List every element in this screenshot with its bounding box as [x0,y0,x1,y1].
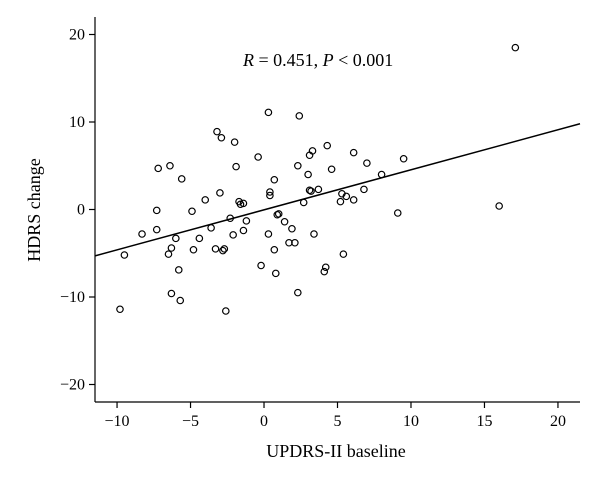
x-tick-label: 10 [403,413,419,430]
x-tick-label: 0 [260,413,268,430]
data-point [360,185,368,194]
data-point [314,185,323,194]
regression-line [94,123,581,257]
data-point [152,206,161,215]
data-point [304,170,312,179]
data-point [257,261,265,270]
data-point [342,192,351,201]
data-point [511,43,520,52]
data-point [242,217,251,225]
data-point [270,175,279,184]
data-point [307,187,315,195]
data-point [174,266,183,274]
data-point [271,269,280,278]
data-point [239,226,248,235]
data-point [349,196,358,204]
data-point [270,245,279,254]
y-tick-label: 20 [69,27,85,44]
data-point [211,245,220,253]
data-point [166,161,174,170]
y-tick-label: 0 [77,202,85,219]
data-point [222,307,230,315]
data-point [264,230,273,238]
data-point [116,305,124,314]
data-point [274,210,283,218]
data-point [323,141,332,150]
ticks: −10 −5 0 5 10 15 20 −20 −10 0 10 20 [60,27,566,431]
x-tick-label: −10 [105,413,130,430]
data-point [229,231,237,239]
data-point [188,207,196,216]
data-point [288,224,296,233]
data-point [349,148,358,157]
data-point [294,288,302,297]
data-point [291,238,299,247]
data-point [363,159,371,167]
x-tick-label: 20 [550,413,566,430]
data-point [167,289,176,298]
data-point [219,246,227,255]
y-axis-title: HDRS change [24,158,44,261]
data-point [308,147,317,155]
data-point [266,191,274,200]
data-point [138,230,146,238]
axes [94,17,580,403]
data-point [294,161,302,170]
data-point [399,154,408,163]
data-point [327,165,336,174]
data-point [339,250,348,258]
y-tick-label: −20 [60,377,85,394]
data-point [152,225,161,234]
data-point [207,224,215,232]
data-point [495,202,503,210]
data-point [201,196,210,204]
p-symbol: P [322,50,334,70]
p-value: < 0.001 [334,50,394,70]
data-point [321,263,330,272]
data-point [164,250,173,258]
data-point [280,217,289,226]
data-point [239,199,248,208]
x-tick-label: 5 [334,413,342,430]
points-layer [116,43,520,315]
data-point [177,175,186,183]
x-axis-title: UPDRS-II baseline [266,441,405,461]
data-point [299,198,308,207]
data-point [120,251,129,259]
data-point [377,170,386,179]
x-tick-label: −5 [182,413,199,430]
data-point [154,164,162,173]
data-point [189,245,198,254]
data-point [176,296,185,305]
data-point [216,189,224,197]
y-tick-label: 10 [69,114,85,131]
r-symbol: R [242,50,254,70]
data-point [213,127,221,136]
data-point [320,267,329,276]
data-point [220,245,229,253]
data-point [172,234,180,243]
data-point [195,234,204,243]
data-point [295,112,304,120]
correlation-annotation: R = 0.451, P < 0.001 [242,50,393,70]
x-tick-label: 15 [476,413,492,430]
data-point [393,209,402,217]
data-point [217,133,226,142]
data-point [264,108,273,117]
data-point [266,188,274,196]
r-value: = 0.451, [254,50,323,70]
data-point [232,162,240,171]
data-point [336,197,345,206]
y-tick-label: −10 [60,289,85,306]
data-point [310,230,318,238]
data-point [254,153,262,161]
data-point [226,214,235,223]
data-point [230,138,239,146]
data-point [167,244,176,252]
regression-line-layer [94,123,581,257]
